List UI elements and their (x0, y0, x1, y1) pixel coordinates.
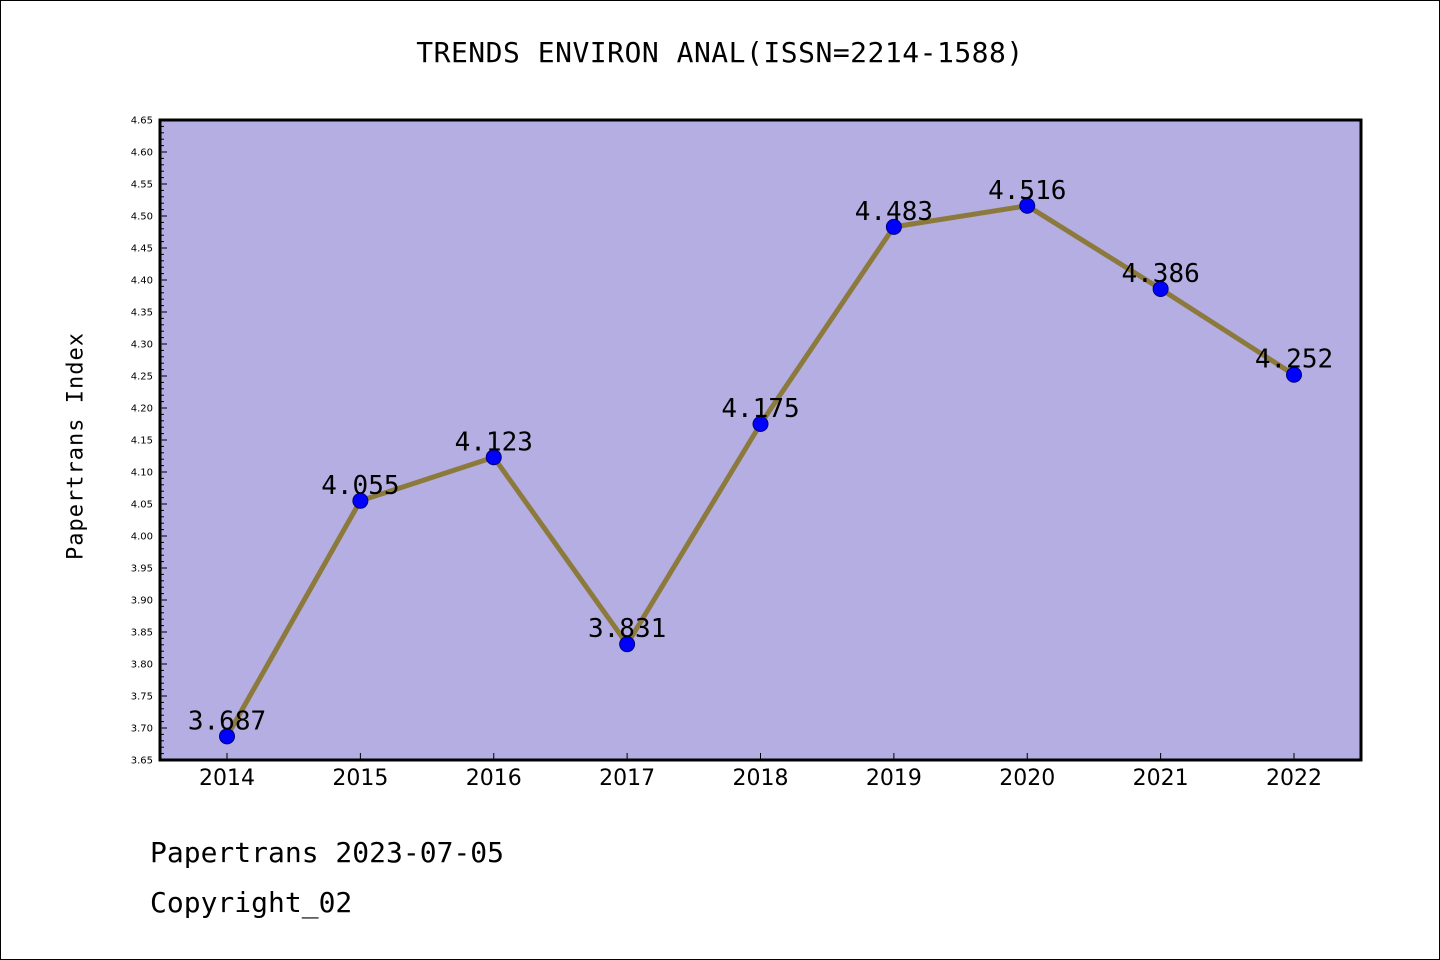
y-tick-label: 4.65 (131, 116, 153, 127)
y-tick-label: 4.60 (131, 148, 153, 159)
y-tick-label: 4.50 (131, 212, 153, 223)
y-tick-label: 3.70 (131, 724, 153, 735)
data-label: 4.386 (1121, 259, 1199, 289)
x-tick-label: 2022 (1266, 766, 1322, 791)
footer-copyright-text: Copyright_02 (150, 886, 353, 919)
y-tick-label: 4.20 (131, 404, 153, 415)
footer-date-text: Papertrans 2023-07-05 (150, 836, 505, 869)
data-point-marker (1019, 197, 1036, 214)
data-point-marker (485, 449, 502, 466)
data-label-group: 3.687 4.055 4.123 3.831 4.175 4.483 4.516 4.386… (188, 176, 1333, 737)
y-tick-label: 3.90 (131, 596, 153, 607)
x-tick-label: 2021 (1133, 766, 1189, 791)
data-point-marker (352, 492, 369, 509)
y-tick-label: 3.95 (131, 564, 153, 575)
y-tick-label: 3.80 (131, 660, 153, 671)
data-label: 3.831 (588, 614, 666, 644)
data-point-marker (752, 416, 769, 432)
y-tick-label: 4.15 (131, 436, 153, 447)
x-tick-label: 2017 (599, 766, 655, 791)
data-point-marker (219, 728, 235, 745)
y-tick-label: 4.35 (131, 308, 153, 319)
data-label: 4.252 (1255, 345, 1333, 375)
y-tick-label: 4.30 (131, 340, 153, 351)
y-tick-label: 3.75 (131, 692, 153, 703)
x-tick-label: 2016 (466, 766, 522, 791)
x-tick-label: 2018 (733, 766, 789, 791)
data-label: 3.687 (188, 706, 266, 736)
y-tick-label: 3.65 (131, 756, 153, 767)
y-tick-label: 4.45 (131, 244, 153, 255)
x-tick-label: 2015 (332, 766, 388, 791)
plot-area (160, 120, 1361, 760)
chart-title: TRENDS ENVIRON ANAL(ISSN=2214-1588) (416, 36, 1024, 69)
y-tick-label: 4.10 (131, 468, 153, 479)
data-point-marker (1286, 366, 1302, 383)
data-label: 4.516 (988, 176, 1066, 206)
series-marker-group (219, 197, 1302, 745)
y-tick-label: 4.55 (131, 180, 153, 191)
data-point-marker (1152, 280, 1169, 297)
y-tick-label: 4.25 (131, 372, 153, 383)
y-tick-label: 4.40 (131, 276, 153, 287)
data-point-marker (885, 218, 902, 235)
x-tick-label: 2020 (999, 766, 1055, 791)
x-tick-label: 2019 (866, 766, 922, 791)
y-tick-label: 3.85 (131, 628, 153, 639)
y-tick-label: 4.05 (131, 500, 153, 511)
x-axis: 2014 2015 2016 2017 2018 2019 2020 2021 2022 (199, 753, 1322, 791)
x-tick-label: 2014 (199, 766, 255, 791)
y-tick-label: 4.00 (131, 532, 153, 543)
data-label: 4.055 (321, 471, 399, 501)
data-label: 4.175 (721, 394, 799, 424)
data-label: 4.123 (455, 427, 533, 457)
plot-border (158, 118, 1363, 762)
data-label: 4.483 (855, 197, 933, 227)
data-point-marker (619, 636, 636, 653)
